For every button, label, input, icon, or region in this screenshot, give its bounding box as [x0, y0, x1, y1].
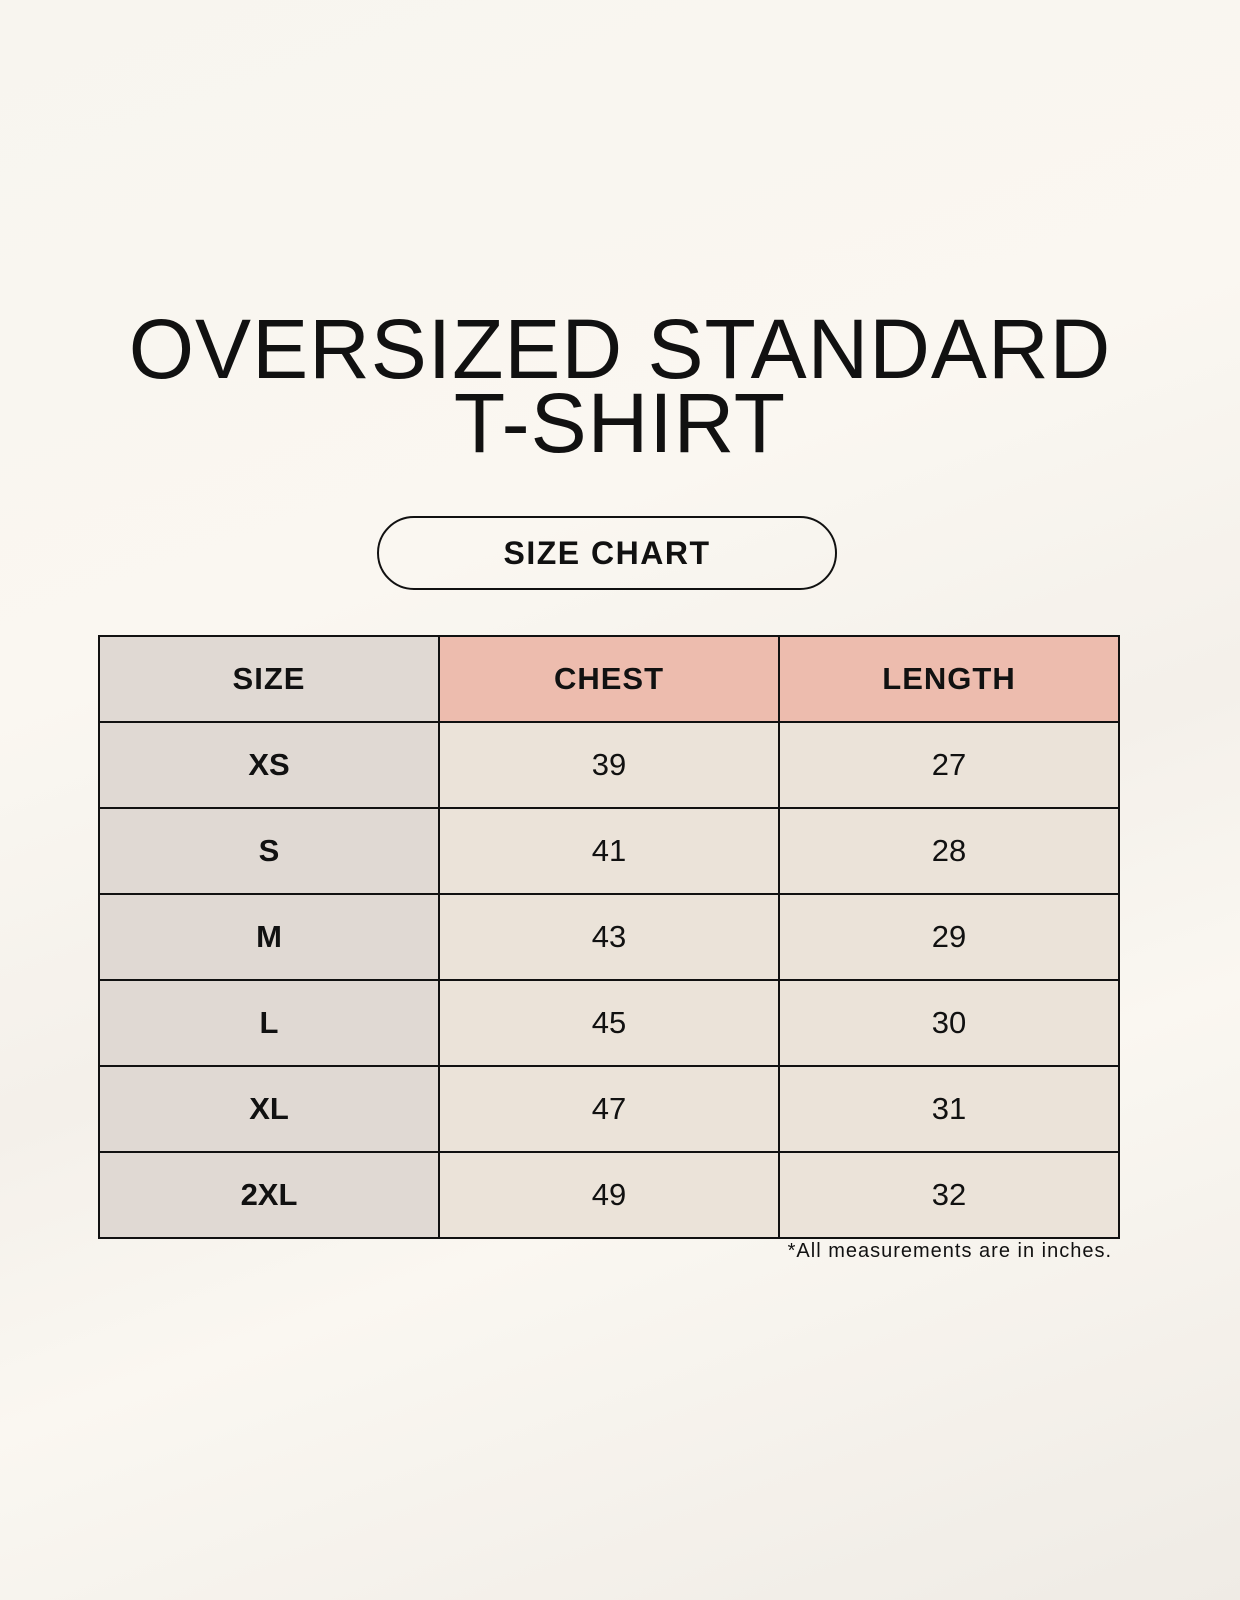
table-row: XS 39 27 [98, 721, 1120, 809]
table-row: L 45 30 [98, 979, 1120, 1067]
cell-length: 29 [778, 893, 1120, 981]
cell-length: 31 [778, 1065, 1120, 1153]
cell-size: S [98, 807, 440, 895]
cell-size: XL [98, 1065, 440, 1153]
size-table: SIZE CHEST LENGTH XS 39 27 S 41 28 M 43 29 L 45 30 X… [98, 635, 1120, 1239]
table-header-row: SIZE CHEST LENGTH [98, 635, 1120, 723]
cell-chest: 49 [438, 1151, 780, 1239]
cell-size: 2XL [98, 1151, 440, 1239]
cell-size: L [98, 979, 440, 1067]
footnote: *All measurements are in inches. [787, 1240, 1112, 1262]
cell-chest: 47 [438, 1065, 780, 1153]
table-row: XL 47 31 [98, 1065, 1120, 1153]
cell-chest: 43 [438, 893, 780, 981]
cell-length: 32 [778, 1151, 1120, 1239]
header-size: SIZE [98, 635, 440, 723]
title-line-1: OVERSIZED STANDARD [128, 302, 1112, 396]
header-length: LENGTH [778, 635, 1120, 723]
header-chest: CHEST [438, 635, 780, 723]
page-title: OVERSIZED STANDARD T-SHIRT [0, 302, 1240, 470]
cell-length: 28 [778, 807, 1120, 895]
cell-chest: 41 [438, 807, 780, 895]
table-row: S 41 28 [98, 807, 1120, 895]
cell-chest: 39 [438, 721, 780, 809]
cell-chest: 45 [438, 979, 780, 1067]
table-row: 2XL 49 32 [98, 1151, 1120, 1239]
cell-length: 30 [778, 979, 1120, 1067]
title-line-2: T-SHIRT [453, 376, 787, 470]
cell-length: 27 [778, 721, 1120, 809]
size-chart-label: SIZE CHART [377, 516, 837, 590]
cell-size: XS [98, 721, 440, 809]
cell-size: M [98, 893, 440, 981]
table-row: M 43 29 [98, 893, 1120, 981]
